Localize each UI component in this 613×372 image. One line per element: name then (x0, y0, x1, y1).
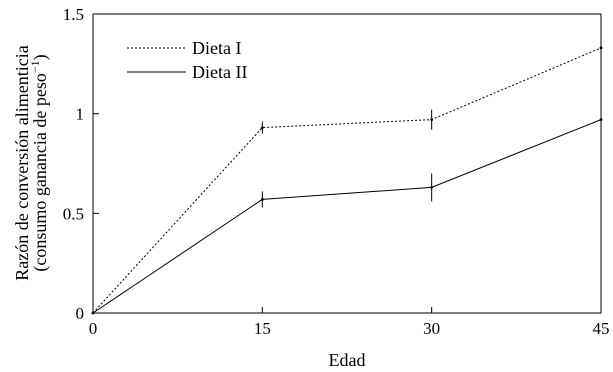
plot-frame (92, 13, 602, 314)
x-tick-label: 45 (593, 319, 610, 338)
data-point-dieta-ii (599, 118, 603, 122)
y-axis-label-line2-sup: −1 (28, 60, 42, 73)
y-axis-label-line2-suffix: ) (30, 54, 51, 60)
y-axis-label-line2: (consumo ganancia de peso−1) (28, 54, 51, 271)
y-tick-label: 0 (76, 304, 85, 323)
y-axis-label-line2-prefix: (consumo ganancia de peso (30, 73, 51, 271)
legend-label-dieta-ii: Dieta II (192, 62, 247, 82)
series-layer (91, 33, 603, 315)
y-axis-label-line1: Razón de conversión alimenticia (12, 45, 32, 280)
x-tick-label: 30 (423, 319, 440, 338)
data-point-dieta-ii (91, 311, 95, 315)
y-tick-label: 1.5 (63, 5, 84, 24)
x-axis-ticks: 0 15 30 45 (89, 307, 610, 338)
y-tick-label: 0.5 (63, 204, 84, 223)
x-tick-label: 15 (254, 319, 271, 338)
x-axis-label: Edad (329, 350, 366, 370)
y-tick-label: 1 (76, 105, 85, 124)
y-axis-ticks: 0 0.5 1 1.5 (63, 5, 99, 323)
series-line-dieta-ii (92, 119, 602, 314)
legend-label-dieta-i: Dieta I (192, 38, 241, 58)
y-axis-label: Razón de conversión alimenticia (consumo… (12, 45, 51, 280)
legend: Dieta I Dieta II (127, 38, 247, 82)
x-tick-label: 0 (89, 319, 98, 338)
series-line-dieta-i (92, 47, 602, 314)
